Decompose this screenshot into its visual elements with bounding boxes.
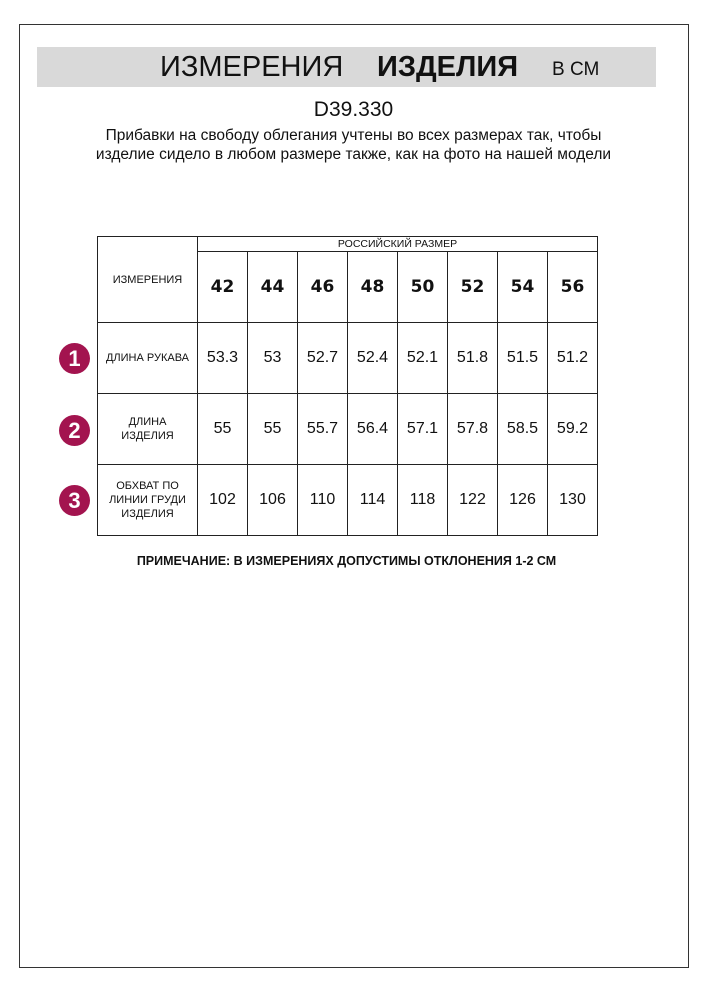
description: Прибавки на свободу облегания учтены во … [95, 127, 612, 163]
measurement-cell: 114 [347, 464, 398, 536]
measurement-cell: 51.2 [547, 322, 598, 394]
size-header: 56 [547, 251, 598, 323]
measurement-cell: 53 [247, 322, 298, 394]
table-row: ДЛИНА РУКАВА 53.3 53 52.7 52.4 52.1 51.8 51.5 51… [97, 322, 598, 394]
measurement-cell: 51.8 [447, 322, 498, 394]
title-unit: В СМ [552, 59, 600, 80]
row-number-badge: 1 [59, 343, 90, 374]
title-regular: ИЗМЕРЕНИЯ [160, 51, 344, 83]
page-frame [19, 24, 689, 968]
measurement-cell: 56.4 [347, 393, 398, 465]
measurement-cell: 52.7 [297, 322, 348, 394]
measurement-cell: 118 [397, 464, 448, 536]
measurement-cell: 59.2 [547, 393, 598, 465]
row-label: ДЛИНА ИЗДЕЛИЯ [97, 393, 198, 465]
measurement-cell: 126 [497, 464, 548, 536]
note: ПРИМЕЧАНИЕ: В ИЗМЕРЕНИЯХ ДОПУСТИМЫ ОТКЛО… [136, 554, 557, 568]
row-label: ОБХВАТ ПО ЛИНИИ ГРУДИ ИЗДЕЛИЯ [97, 464, 198, 536]
size-header: 50 [397, 251, 448, 323]
title-bold: ИЗДЕЛИЯ [377, 51, 519, 83]
size-header: 44 [247, 251, 298, 323]
measurement-cell: 55 [197, 393, 248, 465]
measurement-cell: 51.5 [497, 322, 548, 394]
measurement-cell: 122 [447, 464, 498, 536]
measurement-cell: 102 [197, 464, 248, 536]
article-code: D39.330 [313, 98, 394, 121]
measurement-cell: 130 [547, 464, 598, 536]
measurement-cell: 58.5 [497, 393, 548, 465]
size-header: 48 [347, 251, 398, 323]
size-header: 42 [197, 251, 248, 323]
size-header: 52 [447, 251, 498, 323]
corner-label: ИЗМЕРЕНИЯ [97, 236, 198, 323]
measurements-table: ИЗМЕРЕНИЯ РОССИЙСКИЙ РАЗМЕР 42 44 46 48 50 52… [97, 236, 598, 536]
measurement-cell: 57.8 [447, 393, 498, 465]
size-header: 54 [497, 251, 548, 323]
row-number-badge: 3 [59, 485, 90, 516]
measurement-cell: 110 [297, 464, 348, 536]
measurement-cell: 52.4 [347, 322, 398, 394]
measurement-cell: 53.3 [197, 322, 248, 394]
row-label: ДЛИНА РУКАВА [97, 322, 198, 394]
measurement-cell: 57.1 [397, 393, 448, 465]
table-row: ОБХВАТ ПО ЛИНИИ ГРУДИ ИЗДЕЛИЯ 102 106 110 11… [97, 464, 598, 536]
row-number-badge: 2 [59, 415, 90, 446]
size-header: 46 [297, 251, 348, 323]
measurement-cell: 106 [247, 464, 298, 536]
measurement-cell: 55 [247, 393, 298, 465]
table-row: ДЛИНА ИЗДЕЛИЯ 55 55 55.7 56.4 57.1 57.8 58.5 59.… [97, 393, 598, 465]
measurement-cell: 55.7 [297, 393, 348, 465]
measurement-cell: 52.1 [397, 322, 448, 394]
title-bar [37, 47, 656, 87]
size-group-label: РОССИЙСКИЙ РАЗМЕР [197, 236, 598, 252]
